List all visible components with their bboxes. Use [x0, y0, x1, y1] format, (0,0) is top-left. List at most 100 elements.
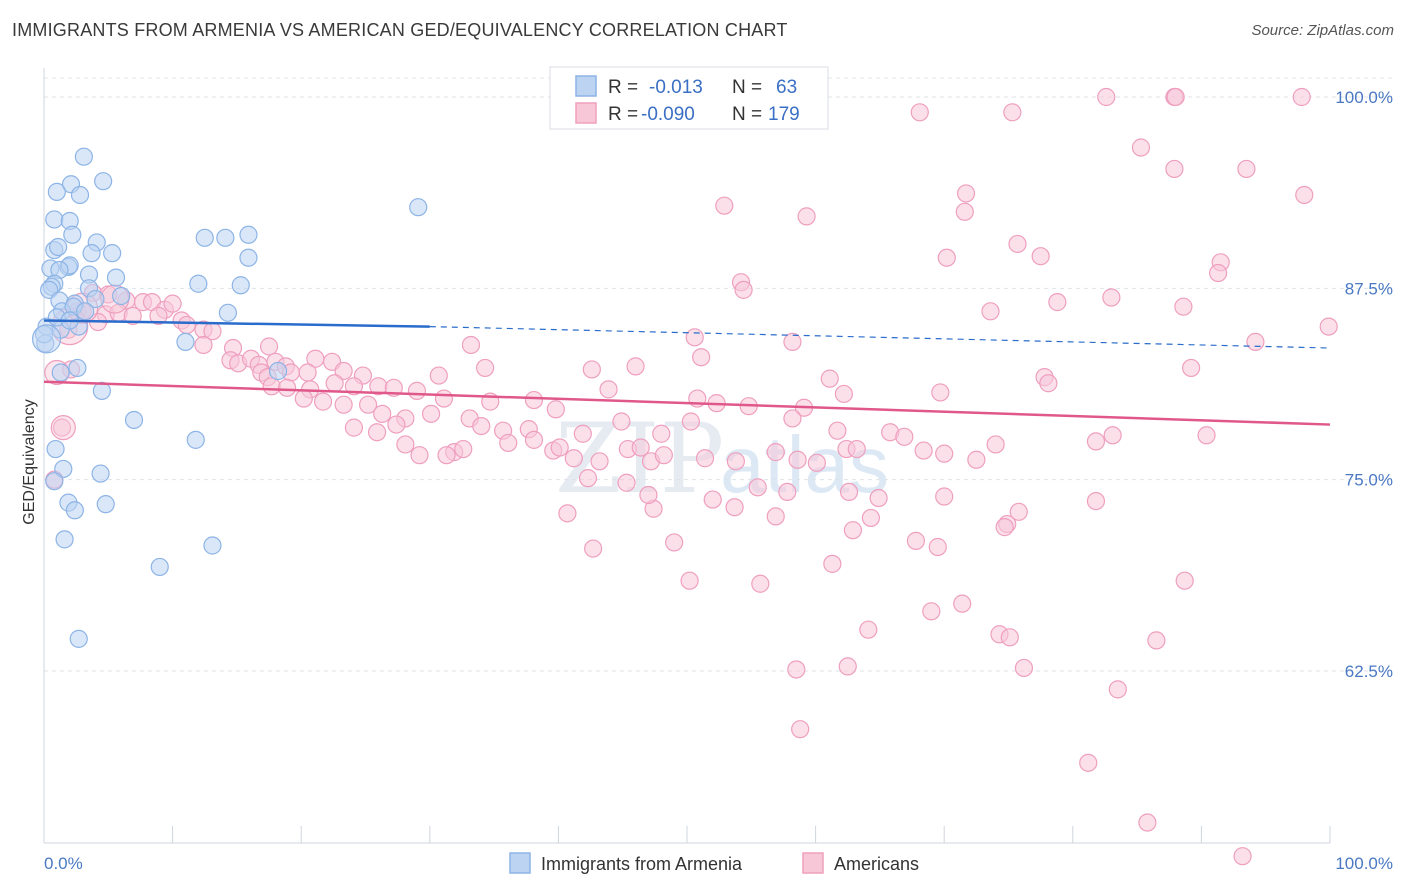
americans-point — [751, 574, 770, 593]
armenia-point — [189, 274, 208, 293]
americans-point — [550, 438, 569, 457]
bottom-legend-swatch-americans — [802, 852, 824, 874]
americans-point — [783, 409, 802, 428]
trendlines — [43, 319, 1331, 426]
americans-point — [1319, 317, 1338, 336]
americans-point — [1102, 288, 1121, 307]
americans-point — [922, 602, 941, 621]
y-tick-label: 100.0% — [1335, 88, 1393, 107]
americans-point — [748, 478, 767, 497]
americans-point — [788, 450, 807, 469]
americans-point — [344, 377, 364, 396]
americans-point — [1108, 680, 1127, 699]
armenia-point — [112, 286, 131, 306]
americans-point — [820, 369, 839, 388]
americans-point — [499, 433, 518, 453]
legend-swatch-americans — [575, 102, 597, 124]
americans-point — [573, 424, 592, 443]
americans-point — [895, 427, 914, 446]
americans-point — [1103, 426, 1122, 445]
chart-title: IMMIGRANTS FROM ARMENIA VS AMERICAN GED/… — [12, 20, 788, 40]
americans-point — [294, 389, 313, 408]
americans-point — [313, 392, 333, 411]
americans-point — [1175, 571, 1194, 590]
americans-point — [546, 400, 565, 419]
americans-point — [859, 620, 878, 639]
americans-point — [123, 306, 142, 325]
x-tick-label-max: 100.0% — [1335, 854, 1393, 873]
armenia-point-large — [31, 324, 62, 354]
americans-point — [387, 415, 406, 434]
americans-point — [194, 335, 213, 355]
americans-point — [524, 390, 544, 410]
americans-point — [1165, 159, 1184, 179]
americans-point — [367, 423, 387, 442]
americans-point — [334, 361, 353, 381]
americans-point — [935, 444, 954, 463]
americans-point — [1097, 87, 1116, 107]
armenia-point — [96, 495, 115, 514]
x-ticks — [172, 826, 1331, 843]
bottom-legend: Immigrants from Armenia Americans — [509, 852, 919, 874]
americans-point — [953, 594, 972, 613]
americans-point — [564, 449, 583, 468]
americans-point — [847, 439, 866, 459]
armenia-point — [54, 459, 73, 479]
americans-point — [334, 395, 353, 414]
legend: R = -0.013 N = 63 R = -0.090 N = 179 — [549, 66, 829, 130]
americans-point — [791, 720, 810, 739]
armenia-point — [203, 536, 222, 555]
americans-point — [906, 531, 926, 550]
americans-point — [1295, 185, 1314, 205]
americans-point — [1292, 87, 1311, 107]
armenia-point — [70, 185, 90, 205]
americans-point — [1000, 628, 1019, 647]
americans-point — [1147, 631, 1166, 650]
americans-point — [1079, 753, 1098, 772]
americans-point — [981, 302, 1000, 321]
armenia-point — [76, 302, 95, 321]
americans-point — [685, 328, 704, 347]
americans-point — [590, 452, 609, 471]
americans-point — [524, 430, 544, 449]
americans-point — [869, 488, 888, 508]
legend-n-value-1: 63 — [776, 77, 797, 98]
americans-point — [1031, 247, 1050, 266]
y-axis-label: GED/Equivalency — [21, 399, 38, 524]
armenia-point — [176, 332, 195, 352]
americans-point — [1237, 159, 1256, 179]
americans-point — [955, 202, 974, 221]
americans-point — [935, 487, 954, 506]
americans-point — [1003, 103, 1022, 122]
americans-point — [396, 435, 415, 454]
americans-point — [928, 537, 947, 557]
armenia-point — [86, 289, 105, 309]
americans-point — [149, 306, 168, 325]
americans-point — [277, 378, 297, 397]
americans-point — [783, 332, 802, 352]
americans-point — [472, 416, 491, 436]
americans-point — [692, 348, 711, 367]
armenia-point — [94, 172, 113, 191]
americans-point — [797, 207, 816, 226]
americans-point — [262, 377, 281, 396]
americans-point — [558, 504, 577, 523]
series-armenia — [31, 147, 428, 648]
trendline-armenia — [43, 319, 430, 328]
americans-point — [325, 374, 344, 393]
armenia-point — [49, 237, 68, 257]
americans-point — [1233, 847, 1252, 866]
legend-r-label-1: R = — [608, 77, 638, 98]
americans-point — [407, 381, 427, 400]
americans-point — [967, 450, 986, 469]
americans-point — [766, 507, 785, 526]
americans-point — [437, 446, 456, 465]
americans-point — [725, 498, 744, 517]
americans-point — [631, 438, 650, 457]
americans-point — [834, 384, 853, 404]
americans-point — [1182, 358, 1201, 378]
armenia-point — [45, 210, 64, 229]
americans-point — [454, 439, 473, 459]
armenia-point — [216, 228, 235, 247]
